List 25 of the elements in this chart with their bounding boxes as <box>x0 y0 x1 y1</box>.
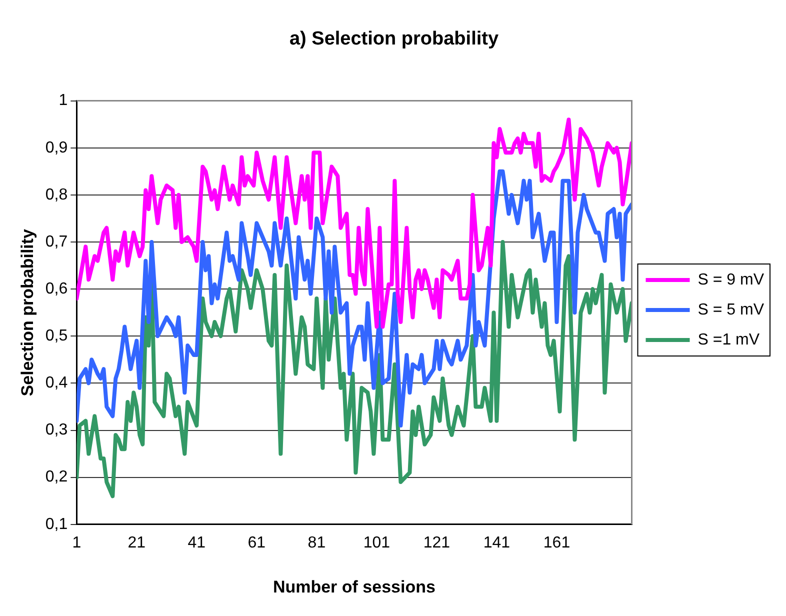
x-tick-label: 141 <box>483 534 510 552</box>
legend-label: S =1 mV <box>698 331 760 348</box>
y-tick-label: 0,7 <box>45 233 68 250</box>
chart-title: a) Selection probability <box>289 28 499 50</box>
y-tick-label: 0,5 <box>45 328 68 345</box>
y-tick-label: 0,3 <box>45 422 68 439</box>
y-tick-label: 0,6 <box>45 280 68 298</box>
y-tick-label: 0,8 <box>45 186 68 204</box>
x-tick-label: 121 <box>423 534 450 552</box>
y-tick-label: 0,1 <box>45 516 68 533</box>
x-tick-label: 81 <box>308 534 326 552</box>
x-tick-label: 101 <box>363 534 390 552</box>
y-axis-title: Selection probability <box>18 228 37 396</box>
y-tick-label: 1 <box>58 92 68 110</box>
x-tick-label: 41 <box>188 534 206 552</box>
y-tick-label: 0,2 <box>45 468 68 486</box>
x-tick-label: 1 <box>72 534 82 552</box>
y-tick-label: 0,9 <box>45 139 68 156</box>
legend-label: S = 9 mV <box>698 271 764 288</box>
y-tick-label: 0,4 <box>45 374 68 392</box>
x-tick-label: 161 <box>543 534 570 552</box>
x-axis-title: Number of sessions <box>272 577 436 596</box>
x-tick-label: 61 <box>248 534 266 552</box>
x-tick-label: 21 <box>128 534 146 552</box>
legend-label: S = 5 mV <box>698 301 764 318</box>
